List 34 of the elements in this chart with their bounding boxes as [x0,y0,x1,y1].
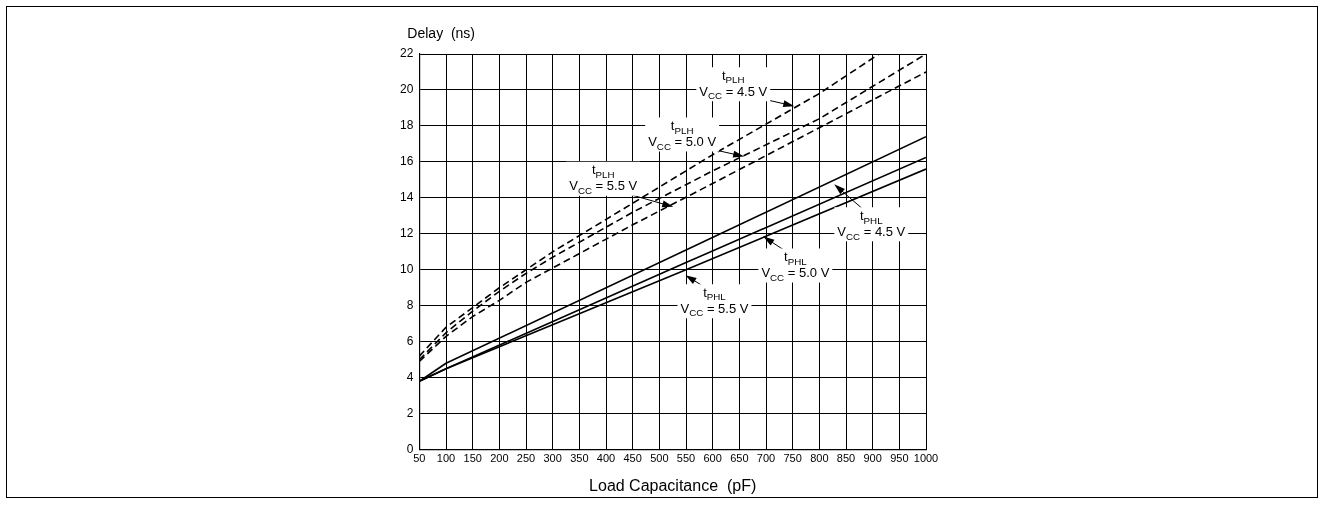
x-tick-label: 900 [863,452,882,465]
x-tick-label: 150 [463,452,482,465]
x-tick-label: 250 [516,452,536,465]
y-tick-label: 12 [399,226,414,241]
x-tick-label: 800 [810,452,829,465]
y-tick-label: 2 [406,405,414,420]
x-tick-label: 750 [783,452,802,465]
y-tick-label: 22 [399,46,414,61]
x-tick-label: 400 [596,452,616,465]
x-tick-label: 50 [413,452,426,465]
x-tick-label: 550 [676,452,696,465]
x-tick-label: 450 [623,452,642,465]
y-tick-label: 14 [399,190,414,205]
y-tick-label: 16 [399,154,414,169]
x-tick-label: 1000 [913,452,939,465]
x-tick-label: 300 [543,452,562,465]
x-tick-label: 200 [490,452,509,465]
x-tick-label: 650 [730,452,749,465]
x-tick-label: 350 [570,452,589,465]
x-tick-label: 950 [890,452,909,465]
y-tick-label: 6 [406,334,414,349]
y-tick-label: 20 [399,82,414,97]
y-axis-title: Delay (ns) [407,24,476,41]
x-tick-label: 700 [756,452,776,465]
y-tick-label: 4 [406,369,414,384]
x-tick-label: 600 [703,452,722,465]
x-tick-label: 850 [836,452,856,465]
x-axis-title: Load Capacitance (pF) [589,476,757,494]
y-tick-label: 0 [406,441,414,456]
y-tick-label: 8 [406,298,414,313]
y-tick-label: 18 [399,118,414,133]
x-tick-label: 100 [436,452,456,465]
x-tick-label: 500 [650,452,669,465]
y-tick-label: 10 [399,262,414,277]
